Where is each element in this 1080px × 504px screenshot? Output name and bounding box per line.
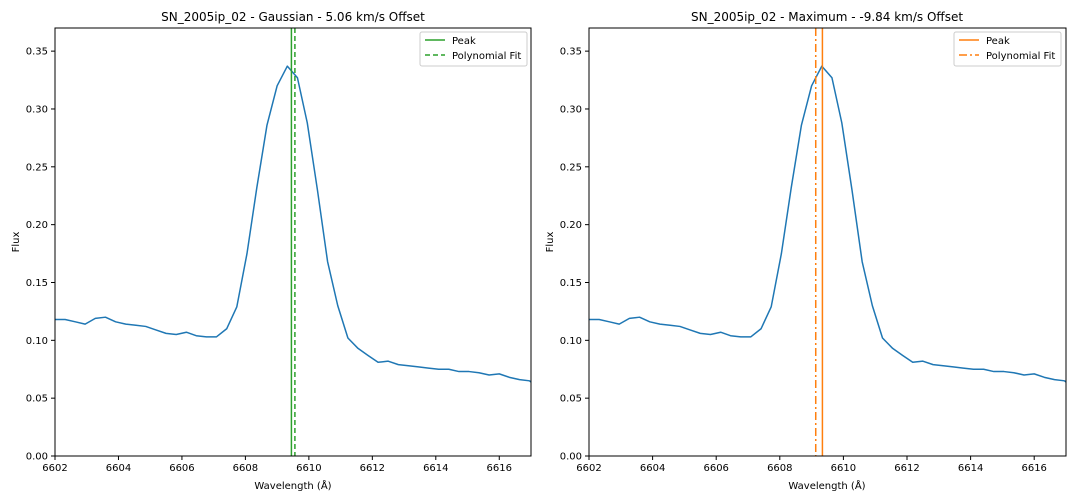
y-tick-label: 0.35 — [560, 47, 582, 58]
legend-peak-label: Peak — [452, 36, 476, 47]
legend-polyfit-label: Polynomial Fit — [452, 51, 521, 62]
y-tick-label: 0.20 — [26, 220, 48, 231]
y-axis-label: Flux — [545, 232, 556, 253]
y-tick-label: 0.00 — [560, 452, 582, 463]
y-axis-label: Flux — [11, 232, 22, 253]
y-tick-labels: 0.00 0.05 0.10 0.15 0.20 0.25 0.30 0.35 — [26, 47, 55, 463]
x-tick-label: 6602 — [576, 463, 601, 474]
x-tick-label: 6614 — [423, 463, 448, 474]
chart-title: SN_2005ip_02 - Maximum - -9.84 km/s Offs… — [691, 10, 963, 24]
x-tick-label: 6608 — [767, 463, 792, 474]
y-tick-label: 0.15 — [560, 278, 582, 289]
y-tick-label: 0.05 — [560, 394, 582, 405]
y-tick-label: 0.10 — [560, 336, 582, 347]
plot-frame — [54, 27, 532, 457]
y-tick-label: 0.20 — [560, 220, 582, 231]
x-tick-label: 6606 — [169, 463, 194, 474]
flux-series-line — [55, 65, 532, 383]
x-tick-label: 6616 — [1021, 463, 1046, 474]
x-tick-labels: 6602 6604 6606 6608 6610 6612 6614 6616 — [576, 456, 1047, 474]
x-tick-label: 6612 — [894, 463, 919, 474]
y-tick-labels: 0.00 0.05 0.10 0.15 0.20 0.25 0.30 0.35 — [560, 47, 589, 463]
x-tick-label: 6616 — [487, 463, 512, 474]
x-tick-label: 6610 — [296, 463, 321, 474]
y-tick-label: 0.00 — [26, 452, 48, 463]
x-axis-label: Wavelength (Å) — [254, 479, 331, 492]
plot-lines — [589, 28, 1067, 456]
y-tick-label: 0.25 — [560, 162, 582, 173]
chart-panel-maximum: SN_2005ip_02 - Maximum - -9.84 km/s Offs… — [545, 10, 1067, 492]
plot-frame — [588, 27, 1067, 457]
x-tick-label: 6610 — [831, 463, 856, 474]
x-tick-label: 6608 — [233, 463, 258, 474]
legend-peak-label: Peak — [986, 36, 1010, 47]
x-tick-label: 6612 — [360, 463, 385, 474]
y-tick-label: 0.30 — [26, 104, 48, 115]
chart-panel-gaussian: SN_2005ip_02 - Gaussian - 5.06 km/s Offs… — [11, 10, 532, 492]
x-tick-labels: 6602 6604 6606 6608 6610 6612 6614 6616 — [42, 456, 512, 474]
legend-polyfit-label: Polynomial Fit — [986, 51, 1055, 62]
y-tick-label: 0.30 — [560, 104, 582, 115]
flux-series-line — [589, 65, 1067, 383]
y-tick-label: 0.25 — [26, 162, 48, 173]
legend-box — [953, 31, 1062, 67]
x-tick-label: 6614 — [958, 463, 983, 474]
x-tick-label: 6604 — [106, 463, 131, 474]
x-axis-label: Wavelength (Å) — [788, 479, 865, 492]
x-tick-label: 6606 — [703, 463, 728, 474]
legend: Peak Polynomial Fit — [419, 31, 528, 67]
x-tick-label: 6604 — [640, 463, 665, 474]
x-tick-label: 6602 — [42, 463, 67, 474]
y-tick-label: 0.10 — [26, 336, 48, 347]
plot-lines — [55, 28, 532, 456]
y-tick-label: 0.05 — [26, 394, 48, 405]
legend: Peak Polynomial Fit — [953, 31, 1062, 67]
chart-title: SN_2005ip_02 - Gaussian - 5.06 km/s Offs… — [161, 10, 425, 24]
y-tick-label: 0.35 — [26, 47, 48, 58]
y-tick-label: 0.15 — [26, 278, 48, 289]
legend-box — [419, 31, 528, 67]
